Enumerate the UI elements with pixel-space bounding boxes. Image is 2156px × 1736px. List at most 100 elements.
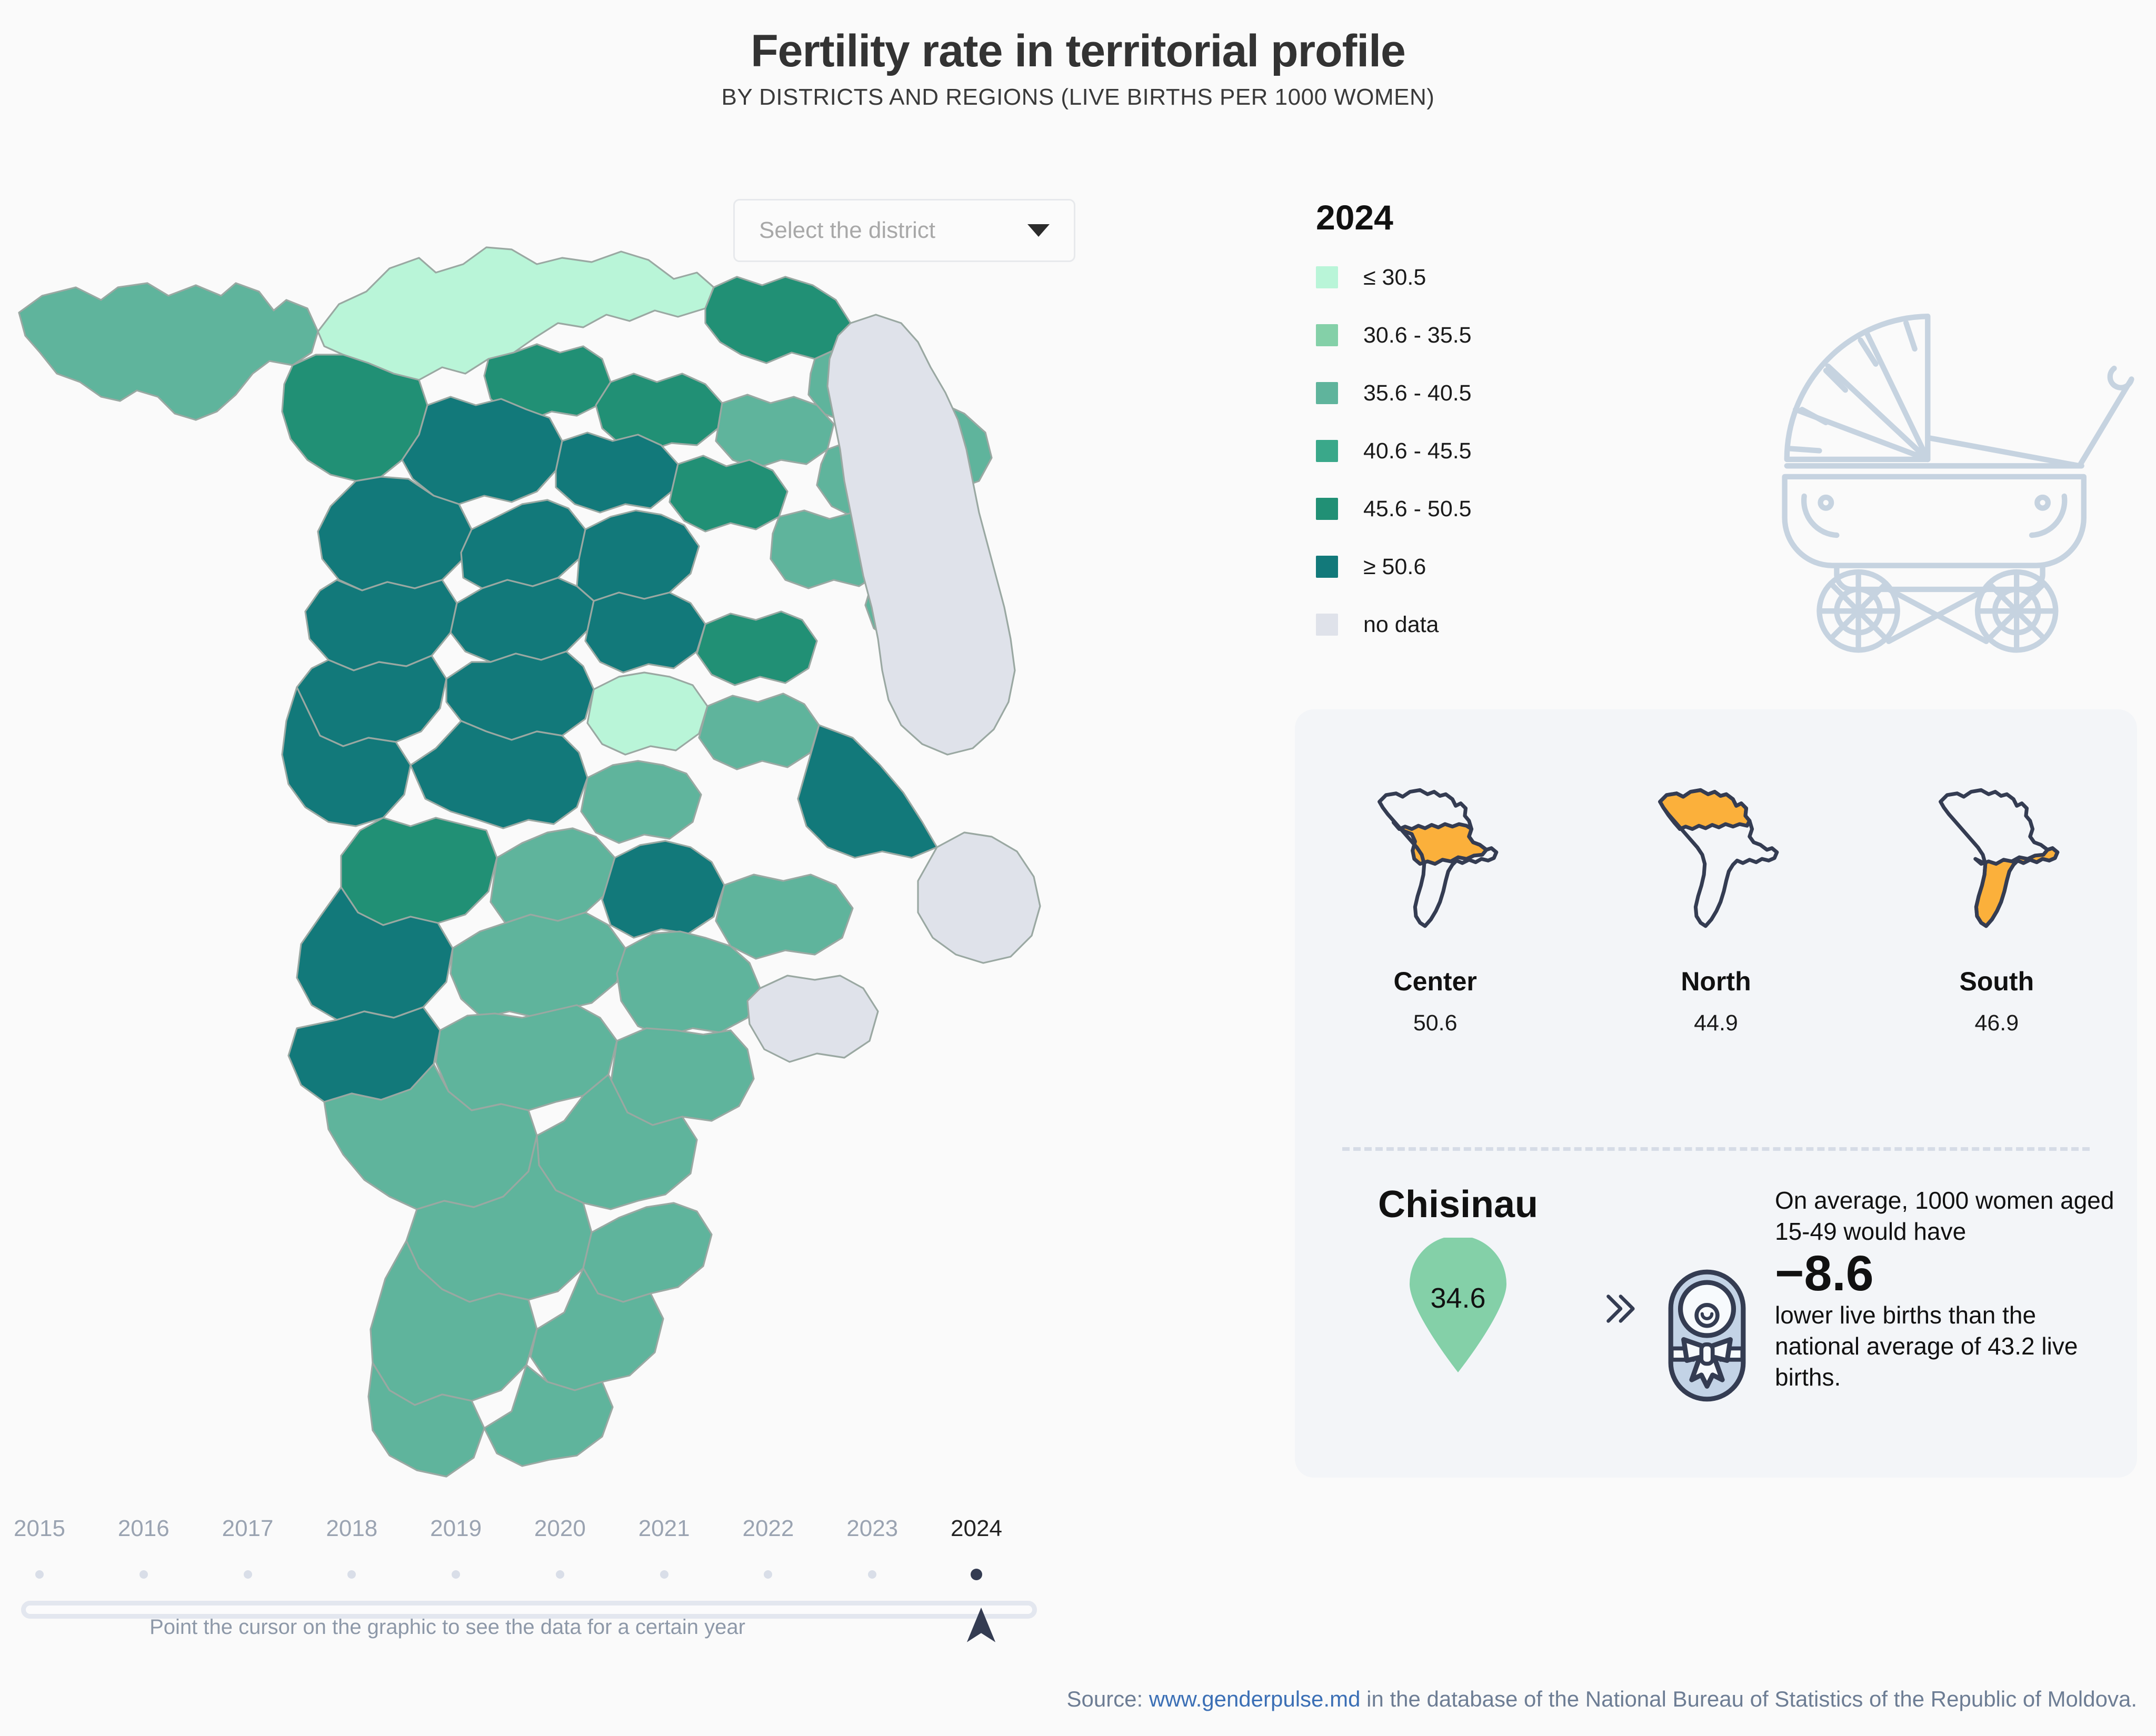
timeline-year-dot[interactable] [971, 1569, 982, 1580]
map-district [555, 432, 679, 514]
legend-label: 35.6 - 40.5 [1363, 380, 1472, 406]
map-district [304, 579, 458, 671]
timeline-year-dot[interactable] [555, 1570, 564, 1579]
map-district [580, 760, 702, 844]
district-select-placeholder: Select the district [759, 217, 936, 243]
region-name: South [1959, 967, 2034, 996]
chisinau-value: 34.6 [1430, 1282, 1486, 1314]
district-select[interactable]: Select the district [733, 199, 1075, 262]
legend-row[interactable]: 45.6 - 50.5 [1316, 491, 1472, 527]
timeline-year-dot[interactable] [868, 1570, 877, 1579]
legend-row[interactable]: 40.6 - 45.5 [1316, 433, 1472, 469]
legend-label: 30.6 - 35.5 [1363, 322, 1472, 348]
map-district [576, 509, 700, 602]
timeline-year-dot[interactable] [139, 1570, 148, 1579]
region-card-north[interactable]: North 44.9 [1575, 778, 1856, 1036]
chisinau-title: Chisinau [1378, 1183, 1539, 1226]
legend-swatch [1316, 266, 1338, 288]
timeline-year-label[interactable]: 2024 [951, 1516, 1002, 1541]
summary-panel: Center 50.6 North 44.9 South 46.9 Chisinau 34… [1295, 709, 2137, 1478]
legend-row[interactable]: no data [1316, 607, 1472, 643]
legend-label: no data [1363, 611, 1439, 637]
source-suffix: in the database of the National Bureau o… [1360, 1687, 2137, 1711]
chisinau-delta-value: −8.6 [1775, 1245, 1874, 1301]
legend-row[interactable]: 30.6 - 35.5 [1316, 317, 1472, 353]
source-prefix: Source: [1066, 1687, 1149, 1711]
map-district [483, 1364, 614, 1467]
source-footer: Source: www.genderpulse.md in the databa… [1066, 1687, 2137, 1712]
map-district [601, 840, 725, 939]
map-district [582, 1202, 713, 1303]
map-district [715, 394, 835, 469]
region-value: 50.6 [1413, 1010, 1458, 1036]
timeline-year-dot[interactable] [35, 1570, 44, 1579]
timeline-year-label[interactable]: 2019 [430, 1516, 482, 1541]
moldova-choropleth-map[interactable] [11, 195, 1095, 1489]
timeline-year-label[interactable]: 2016 [117, 1516, 169, 1541]
page-title: Fertility rate in territorial profile [751, 26, 1406, 76]
source-link[interactable]: www.genderpulse.md [1149, 1687, 1361, 1711]
map-district [668, 455, 788, 533]
map-district-no-data [917, 831, 1041, 964]
slider-track[interactable] [21, 1601, 1037, 1642]
legend-label: ≤ 30.5 [1363, 264, 1426, 290]
legend-swatch [1316, 324, 1338, 346]
legend-row[interactable]: ≥ 50.6 [1316, 549, 1472, 585]
map-legend: 2024 ≤ 30.5 30.6 - 35.5 35.6 - 40.5 40.6 - … [1316, 197, 1472, 643]
year-timeline-slider[interactable]: 2015 2016 2017 2018 2019 2020 2021 2022 2023 2024… [14, 1516, 1037, 1642]
map-district [595, 373, 723, 453]
map-district [698, 693, 820, 770]
region-value: 44.9 [1694, 1010, 1738, 1036]
timeline-year-label[interactable]: 2022 [742, 1516, 794, 1541]
baby-pram-icon [1774, 303, 2142, 655]
timeline-year-label[interactable]: 2018 [326, 1516, 378, 1541]
slider-handle-arrow-icon[interactable] [965, 1599, 997, 1647]
chevron-down-icon [1027, 224, 1050, 237]
map-district [616, 930, 761, 1038]
map-district [584, 591, 706, 674]
legend-label: 45.6 - 50.5 [1363, 496, 1472, 521]
map-district [340, 817, 498, 926]
timeline-year-dot[interactable] [243, 1570, 252, 1579]
map-district [586, 671, 708, 756]
timeline-year-dot[interactable] [660, 1570, 668, 1579]
timeline-year-label[interactable]: 2015 [14, 1516, 65, 1541]
map-district [715, 874, 854, 960]
legend-swatch [1316, 382, 1338, 404]
map-district [797, 724, 938, 859]
legend-swatch [1316, 556, 1338, 578]
timeline-year-label[interactable]: 2020 [534, 1516, 586, 1541]
chisinau-description: On average, 1000 women aged 15-49 would … [1757, 1183, 2137, 1393]
page-subtitle: BY DISTRICTS AND REGIONS (LIVE BIRTHS PE… [721, 84, 1435, 110]
region-cards: Center 50.6 North 44.9 South 46.9 [1295, 778, 2137, 1036]
swaddled-baby-icon [1657, 1183, 1757, 1407]
legend-label: ≥ 50.6 [1363, 554, 1426, 579]
timeline-year-dot[interactable] [347, 1570, 356, 1579]
map-district [460, 499, 586, 589]
legend-swatch [1316, 614, 1338, 636]
legend-row[interactable]: ≤ 30.5 [1316, 259, 1472, 295]
region-outline-map [1367, 778, 1504, 941]
legend-label: 40.6 - 45.5 [1363, 438, 1472, 464]
legend-year: 2024 [1316, 198, 1393, 237]
timeline-hint: Point the cursor on the graphic to see t… [149, 1615, 745, 1639]
map-district [490, 827, 616, 924]
region-card-south[interactable]: South 46.9 [1856, 778, 2137, 1036]
timeline-year-dot[interactable] [452, 1570, 461, 1579]
map-district [450, 911, 626, 1019]
chisinau-value-marker: 34.6 [1405, 1236, 1511, 1374]
map-district [18, 282, 319, 421]
timeline-year-label[interactable]: 2023 [846, 1516, 899, 1541]
double-chevron-right-icon [1590, 1183, 1648, 1329]
region-card-center[interactable]: Center 50.6 [1295, 778, 1575, 1036]
timeline-year-dot[interactable] [764, 1570, 773, 1579]
legend-row[interactable]: 35.6 - 40.5 [1316, 375, 1472, 411]
map-district [483, 343, 612, 421]
map-district [410, 720, 588, 829]
map-district [704, 276, 852, 364]
panel-divider [1342, 1147, 2090, 1151]
map-district-no-data [826, 314, 1016, 756]
chisinau-block: Chisinau 34.6 [1295, 1183, 2137, 1407]
timeline-year-label[interactable]: 2017 [222, 1516, 274, 1541]
timeline-year-label[interactable]: 2021 [638, 1516, 690, 1541]
